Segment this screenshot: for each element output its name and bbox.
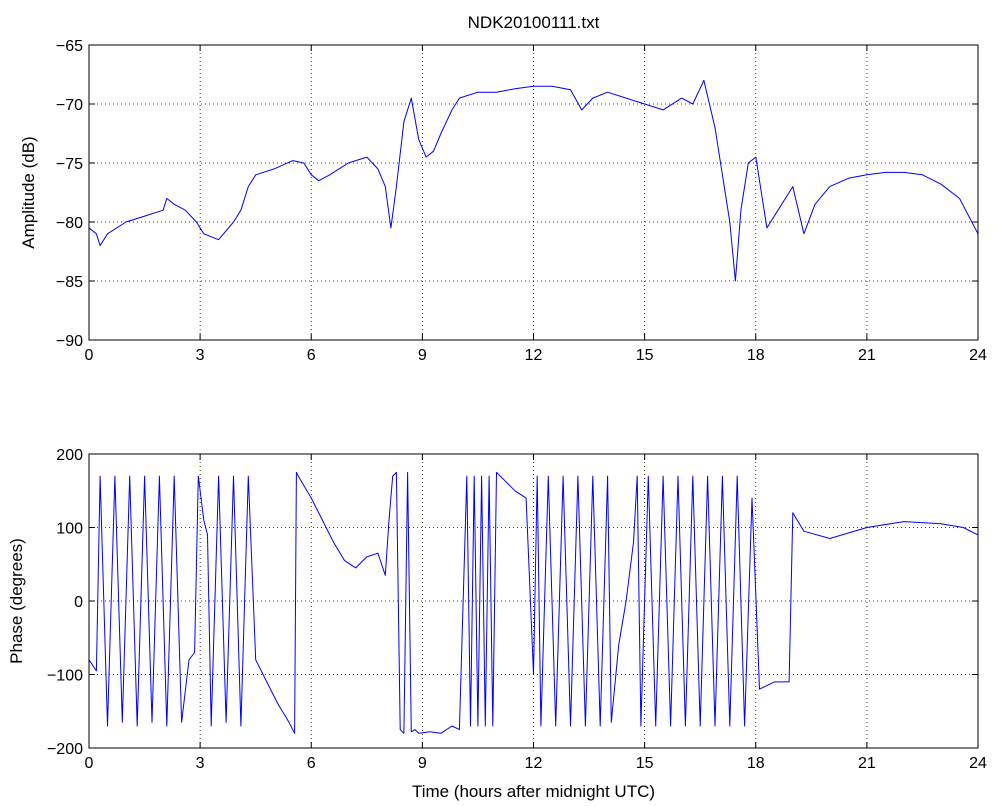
phase-series-line: [88, 471, 979, 734]
phase-y-tick-label: 0: [74, 594, 83, 611]
phase-x-tick-label: 3: [196, 755, 205, 772]
phase-x-tick-label: 18: [747, 755, 765, 772]
amplitude-x-tick-label: 9: [418, 347, 427, 364]
phase-xlabel: Time (hours after midnight UTC): [412, 782, 655, 801]
phase-x-tick-label: 9: [418, 755, 427, 772]
phase-axes-box: [88, 453, 979, 749]
amplitude-series-line: [88, 79, 979, 282]
amplitude-y-tick-label: −80: [56, 215, 83, 232]
amplitude-ticks: 0 3 6 9 12 15 18 21 24 −90 −85 −80 −75 −70 −65: [56, 38, 987, 364]
amplitude-x-tick-label: 21: [858, 347, 876, 364]
amplitude-y-tick-label: −75: [56, 156, 83, 173]
amplitude-grid: [89, 45, 978, 340]
phase-x-tick-label: 12: [525, 755, 543, 772]
amplitude-y-tick-label: −85: [56, 274, 83, 291]
phase-x-tick-label: 6: [307, 755, 316, 772]
amplitude-x-tick-label: 3: [196, 347, 205, 364]
amplitude-x-tick-label: 6: [307, 347, 316, 364]
phase-ticks: 0 3 6 9 12 15 18 21 24 −200 −100 0 100 200: [47, 447, 987, 772]
amplitude-y-tick-label: −65: [56, 38, 83, 55]
amplitude-y-tick-label: −90: [56, 333, 83, 350]
amplitude-x-tick-label: 0: [85, 347, 94, 364]
phase-ylabel: Phase (degrees): [7, 538, 26, 664]
phase-x-tick-label: 24: [969, 755, 987, 772]
amplitude-x-tick-label: 18: [747, 347, 765, 364]
amplitude-x-tick-label: 24: [969, 347, 987, 364]
amplitude-x-tick-label: 15: [636, 347, 654, 364]
phase-x-tick-label: 21: [858, 755, 876, 772]
chart-title: NDK20100111.txt: [468, 13, 600, 32]
amplitude-x-tick-label: 12: [525, 347, 543, 364]
phase-grid: [89, 454, 978, 748]
phase-x-tick-label: 0: [85, 755, 94, 772]
amplitude-plot: 0 3 6 9 12 15 18 21 24 −90 −85 −80 −75 −70 −65 Amplitu…: [19, 38, 987, 364]
phase-y-tick-label: −100: [47, 668, 83, 685]
phase-plot: 0 3 6 9 12 15 18 21 24 −200 −100 0 100 200 Time (hour…: [7, 447, 987, 801]
phase-y-tick-label: 200: [56, 447, 83, 464]
amplitude-y-tick-label: −70: [56, 97, 83, 114]
phase-y-tick-label: 100: [56, 521, 83, 538]
phase-y-tick-label: −200: [47, 741, 83, 758]
amplitude-ylabel: Amplitude (dB): [19, 136, 38, 248]
phase-x-tick-label: 15: [636, 755, 654, 772]
amplitude-axes-box: [88, 44, 979, 341]
